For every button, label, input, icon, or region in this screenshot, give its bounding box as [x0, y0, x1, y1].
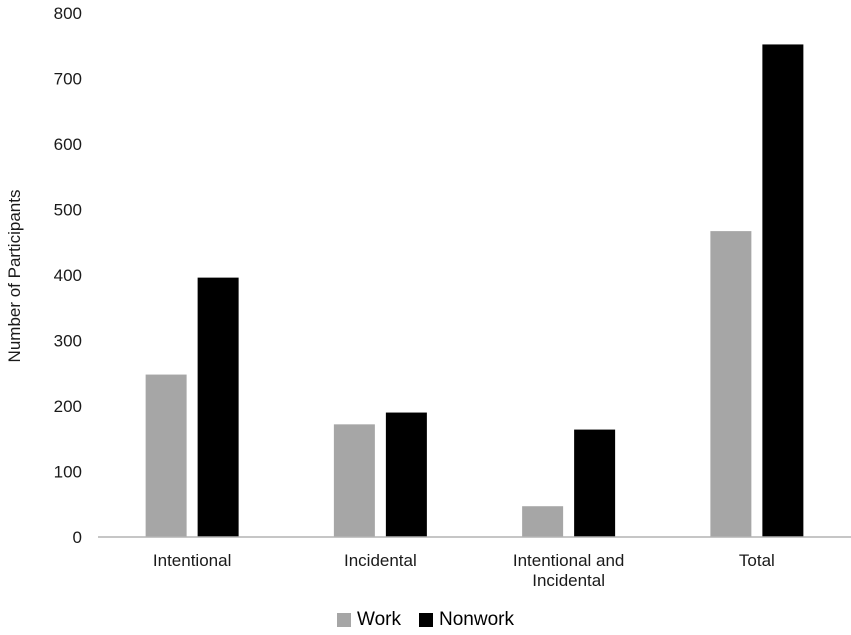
x-tick-label: Intentional	[153, 551, 231, 570]
y-tick-label: 600	[54, 135, 82, 154]
bar-work-1	[333, 424, 375, 537]
legend-swatch-nonwork	[419, 613, 433, 627]
y-tick-label: 200	[54, 397, 82, 416]
bar-work-2	[522, 506, 564, 537]
legend-item-nonwork: Nonwork	[419, 609, 514, 631]
legend-label-nonwork: Nonwork	[439, 609, 514, 630]
legend-swatch-work	[337, 613, 352, 627]
x-tick-label: Intentional and	[513, 551, 625, 570]
y-tick-label: 400	[54, 266, 82, 285]
y-tick-label: 100	[54, 463, 82, 482]
bar-work-0	[145, 374, 187, 537]
y-tick-label: 300	[54, 332, 82, 351]
x-tick-label: Incidental	[532, 571, 605, 590]
legend: Work Nonwork	[0, 606, 851, 634]
bar-nonwork-3	[762, 44, 804, 537]
x-tick-label: Incidental	[344, 551, 417, 570]
legend-label-work: Work	[357, 609, 401, 630]
x-tick-label: Total	[739, 551, 775, 570]
y-tick-label: 800	[54, 4, 82, 23]
y-tick-label: 700	[54, 70, 82, 89]
bar-nonwork-0	[197, 277, 239, 537]
y-tick-label: 500	[54, 201, 82, 220]
y-axis-label: Number of Participants	[5, 190, 24, 363]
y-tick-label: 0	[73, 528, 82, 547]
bar-nonwork-2	[574, 429, 616, 537]
legend-item-work: Work	[337, 609, 401, 631]
bar-nonwork-1	[385, 412, 427, 537]
bar-work-3	[710, 231, 752, 538]
